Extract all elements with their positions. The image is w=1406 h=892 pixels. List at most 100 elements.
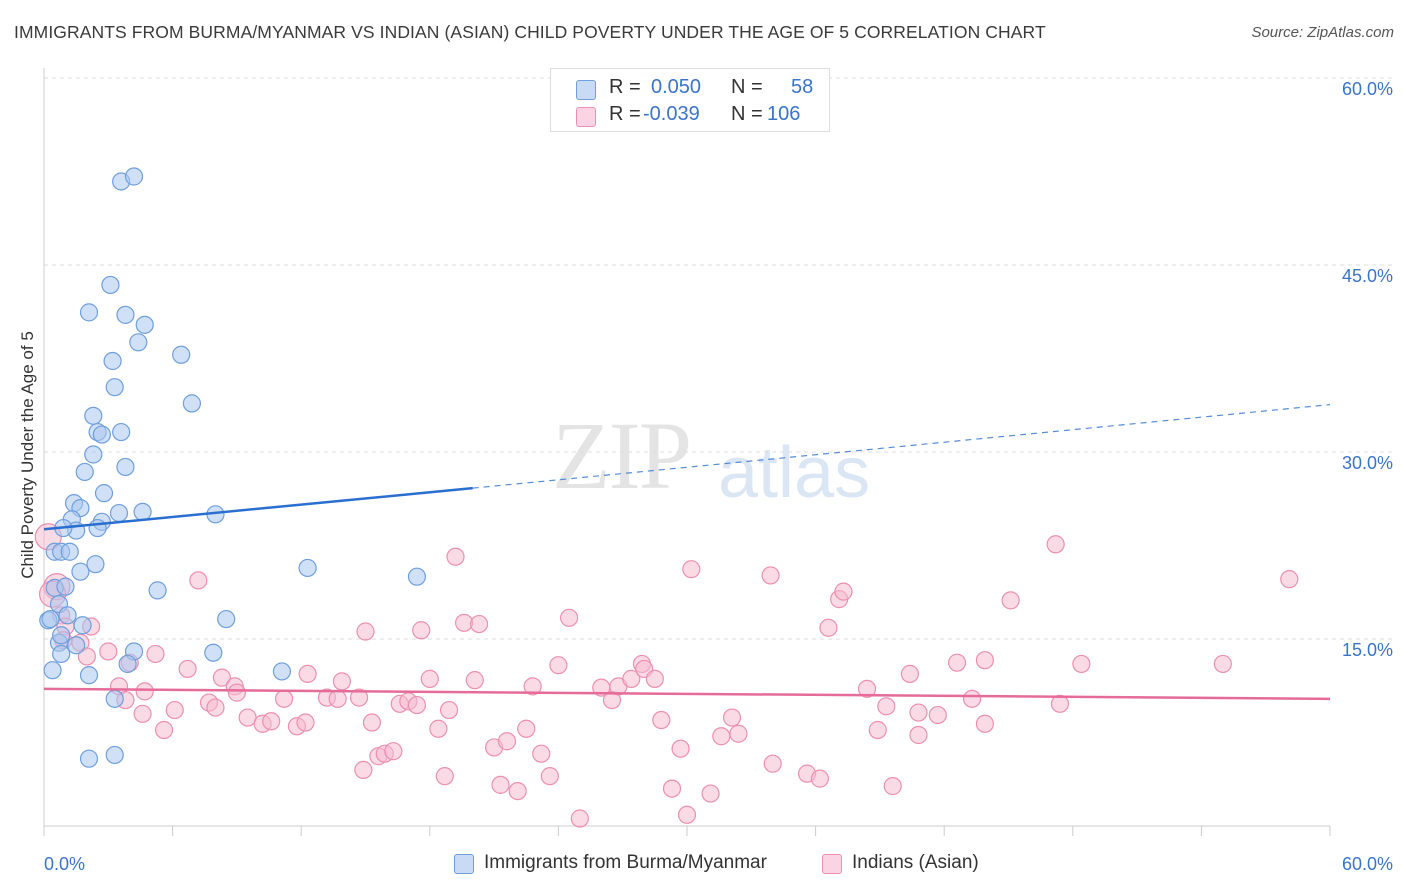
burma-point <box>67 636 86 655</box>
indian-point <box>682 560 701 579</box>
indian-point <box>497 732 517 751</box>
burma-point <box>94 484 114 503</box>
indian-point <box>570 809 589 828</box>
indian-point <box>133 704 152 723</box>
indian-point <box>77 647 96 666</box>
y-tick-label: 30.0% <box>1342 453 1393 473</box>
indian-point <box>622 669 641 688</box>
burma-point <box>60 542 79 561</box>
indian-point <box>868 720 887 740</box>
indian-point <box>909 725 928 745</box>
indian-trend-line <box>43 687 1331 701</box>
burma-point <box>133 502 152 521</box>
indian-point <box>384 742 403 761</box>
indian-point <box>454 613 474 632</box>
y-tick-label: 45.0% <box>1342 266 1393 286</box>
x-tick-label: 60.0% <box>1342 854 1393 874</box>
bottom-legend-swatch-pink <box>822 854 842 874</box>
burma-point <box>116 305 135 324</box>
indian-point <box>652 710 671 730</box>
indian-point <box>412 621 431 640</box>
burma-point <box>135 315 154 334</box>
indian-point <box>154 720 174 740</box>
y-tick-label: 60.0% <box>1342 79 1393 99</box>
indian-point <box>1072 654 1091 674</box>
source-label: Source: ZipAtlas.com <box>1251 24 1394 41</box>
indian-point <box>857 679 877 698</box>
burma-point <box>116 457 135 477</box>
legend-n-value: 58 <box>791 76 814 98</box>
indian-point <box>729 724 748 743</box>
indian-point <box>407 695 427 715</box>
bottom-legend-label: Indians (Asian) <box>852 852 979 873</box>
legend-row-indians: R = -0.039 N = 106 <box>551 101 829 128</box>
burma-point <box>298 558 317 578</box>
indian-point <box>834 582 853 601</box>
indian-point <box>532 744 551 763</box>
indian-point <box>1280 570 1299 589</box>
indian-point <box>677 805 697 824</box>
indian-point <box>446 547 465 566</box>
legend-r-value: 0.050 <box>651 76 702 98</box>
indian-point <box>540 767 559 786</box>
indian-point <box>435 767 454 786</box>
burma-point <box>79 303 99 322</box>
burma-point <box>105 745 124 765</box>
burma-point <box>52 644 71 664</box>
indian-point <box>1050 694 1070 713</box>
indian-point <box>332 672 352 691</box>
indian-point <box>662 779 682 798</box>
bottom-legend-swatch-blue <box>454 854 474 874</box>
indian-point <box>1046 535 1065 554</box>
indian-point <box>900 664 920 684</box>
burma-point <box>79 749 99 768</box>
indian-point <box>560 608 579 627</box>
indian-point <box>549 656 568 675</box>
burma-point <box>86 555 105 574</box>
indian-point <box>354 760 373 780</box>
indian-point <box>212 668 231 687</box>
indian-point <box>1001 591 1020 610</box>
indian-point <box>135 682 154 701</box>
burma-point <box>172 345 191 364</box>
indian-point <box>671 739 690 758</box>
bottom-legend-label: Immigrants from Burma/Myanmar <box>484 852 767 873</box>
indian-point <box>429 719 448 738</box>
watermark-atlas: atlas <box>718 433 871 513</box>
indian-point <box>517 719 536 738</box>
indian-point <box>262 712 281 731</box>
burma-trend-extension <box>472 404 1331 489</box>
burma-point <box>84 406 103 425</box>
burma-point <box>79 666 99 685</box>
indian-point <box>439 700 459 720</box>
burma-point <box>182 394 201 413</box>
burma-point <box>52 626 71 645</box>
indian-point <box>146 644 165 664</box>
burma-point <box>75 462 94 482</box>
burma-point <box>71 562 90 581</box>
indian-point <box>722 708 742 727</box>
legend-n-value: 106 <box>767 103 801 125</box>
legend-r-value: -0.039 <box>643 103 700 125</box>
legend-r-label: R = <box>609 76 641 98</box>
indian-point <box>523 677 542 696</box>
burma-point <box>204 643 223 662</box>
burma-point <box>109 503 129 523</box>
legend-r-label: R = <box>609 103 641 125</box>
burma-point <box>101 275 120 295</box>
indian-point <box>947 653 967 672</box>
indian-point <box>819 618 838 637</box>
watermark-zip: ZIP <box>552 402 692 509</box>
burma-point <box>84 445 103 464</box>
indian-point <box>645 669 664 688</box>
burma-point <box>112 422 131 442</box>
indian-point <box>491 775 510 794</box>
indian-point <box>298 664 317 684</box>
legend-n-label: N = <box>731 76 763 98</box>
burma-point <box>92 425 111 444</box>
indian-point <box>508 781 527 801</box>
indian-point <box>883 777 902 796</box>
indian-point <box>469 614 489 634</box>
indian-point <box>178 659 197 679</box>
